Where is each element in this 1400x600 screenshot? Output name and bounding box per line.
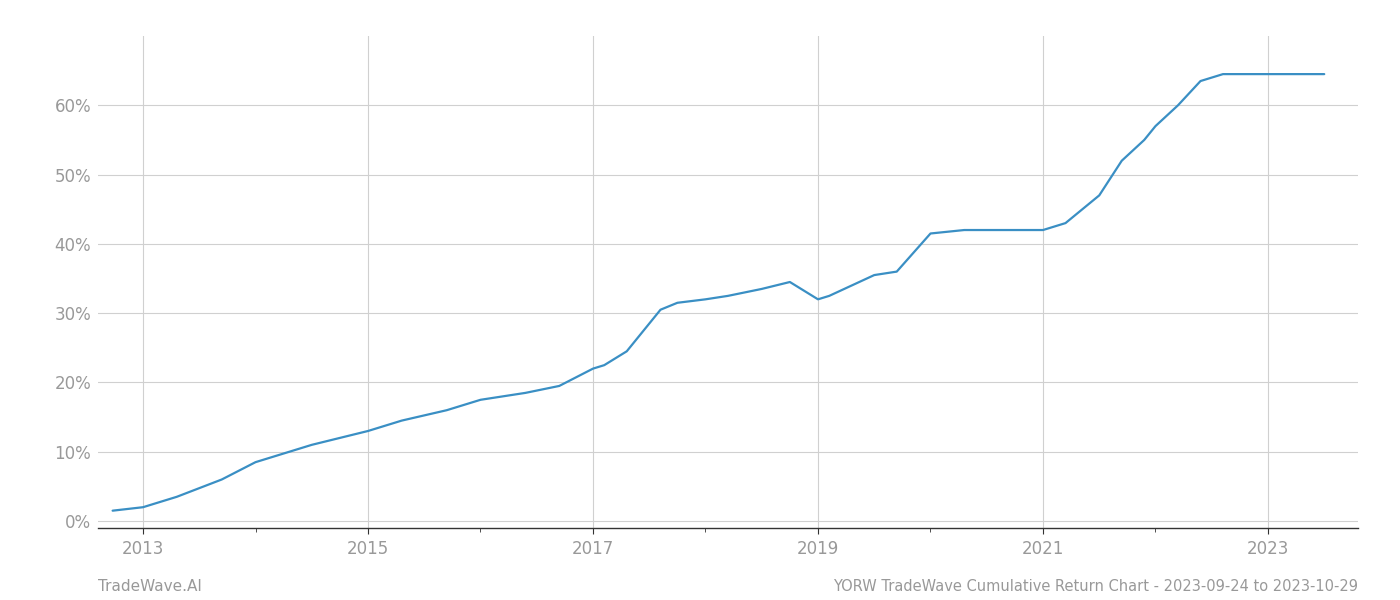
Text: YORW TradeWave Cumulative Return Chart - 2023-09-24 to 2023-10-29: YORW TradeWave Cumulative Return Chart -… bbox=[833, 579, 1358, 594]
Text: TradeWave.AI: TradeWave.AI bbox=[98, 579, 202, 594]
